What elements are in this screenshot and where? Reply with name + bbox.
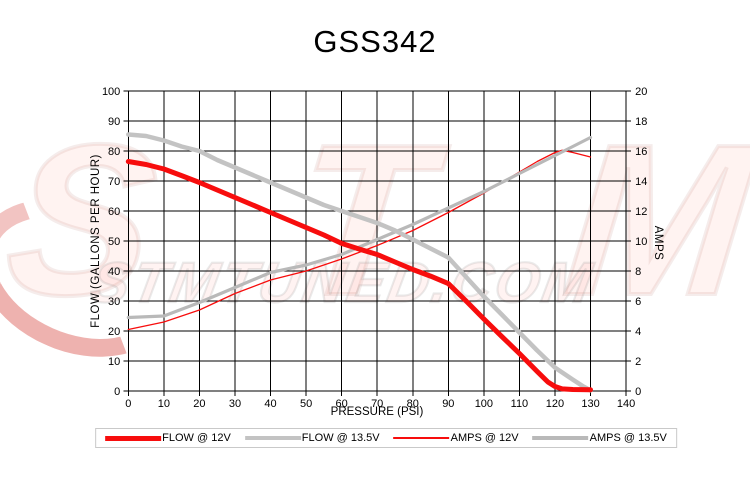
- x-tick-label: 130: [581, 398, 599, 410]
- legend-item-amps-13-5v: AMPS @ 13.5V: [532, 432, 667, 444]
- x-tick-label: 90: [442, 398, 454, 410]
- x-tick-label: 10: [158, 398, 170, 410]
- y-right-tick-label: 6: [635, 296, 641, 308]
- x-tick-label: 20: [193, 398, 205, 410]
- series-lines-layer: [125, 132, 593, 393]
- series-line-0: [125, 159, 593, 393]
- x-tick-label: 120: [546, 398, 564, 410]
- legend-line-swatch: [393, 437, 450, 439]
- tick-labels-layer: 0 10 20 30 40 50 60 70 80 90 100 110 120 130 140010203…: [102, 86, 647, 410]
- y-axis-title-right: AMPS: [652, 225, 664, 261]
- y-left-tick-label: 50: [108, 236, 120, 248]
- y-left-tick-label: 70: [108, 176, 120, 188]
- y-left-tick-label: 10: [108, 356, 120, 368]
- legend-item-flow-12v: FLOW @ 12V: [105, 432, 231, 444]
- chart-title: GSS342: [313, 24, 437, 59]
- x-axis-title: PRESSURE (PSI): [330, 406, 424, 418]
- y-right-tick-label: 18: [635, 116, 647, 128]
- legend-line-swatch: [244, 435, 301, 441]
- tick-marks-layer: [123, 90, 632, 396]
- y-left-tick-label: 40: [108, 266, 120, 278]
- y-right-tick-label: 10: [635, 236, 647, 248]
- x-tick-label: 100: [475, 398, 493, 410]
- x-tick-label: 110: [511, 398, 529, 410]
- y-left-tick-label: 20: [108, 326, 120, 338]
- x-tick-label: 40: [264, 398, 276, 410]
- y-right-tick-label: 2: [635, 356, 641, 368]
- y-right-tick-label: 8: [635, 266, 641, 278]
- y-right-tick-label: 4: [635, 326, 641, 338]
- legend-item-amps-12v: AMPS @ 12V: [393, 432, 519, 444]
- y-right-tick-label: 0: [635, 386, 641, 398]
- series-line-1: [126, 132, 593, 393]
- y-left-tick-label: 30: [108, 296, 120, 308]
- y-left-tick-label: 60: [108, 206, 120, 218]
- x-tick-label: 60: [336, 398, 348, 410]
- legend-label: FLOW @ 13.5V: [301, 432, 380, 444]
- y-axis-title-left: FLOW (GALLONS PER HOUR): [90, 154, 102, 328]
- legend-line-swatch: [105, 435, 162, 441]
- y-left-tick-label: 100: [102, 86, 120, 98]
- x-tick-label: 80: [407, 398, 419, 410]
- y-right-tick-label: 16: [635, 146, 647, 158]
- y-right-tick-label: 20: [635, 86, 647, 98]
- x-tick-label: 0: [125, 398, 131, 410]
- x-tick-label: 30: [229, 398, 241, 410]
- x-tick-label: 140: [617, 398, 635, 410]
- series-line-2: [127, 149, 592, 331]
- y-right-tick-label: 14: [635, 176, 647, 188]
- legend-label: AMPS @ 13.5V: [589, 432, 667, 444]
- legend-item-flow-13-5v: FLOW @ 13.5V: [244, 432, 380, 444]
- x-tick-label: 70: [371, 398, 383, 410]
- legend-label: FLOW @ 12V: [162, 432, 231, 444]
- y-right-tick-label: 12: [635, 206, 647, 218]
- legend-line-swatch: [532, 436, 589, 440]
- y-left-tick-label: 0: [114, 386, 120, 398]
- legend: FLOW @ 12V FLOW @ 13.5V AMPS @ 12V AMPS …: [95, 428, 677, 448]
- legend-label: AMPS @ 12V: [450, 432, 519, 444]
- series-line-3: [126, 135, 593, 320]
- x-tick-label: 50: [300, 398, 312, 410]
- y-left-tick-label: 90: [108, 116, 120, 128]
- grid-layer: [127, 90, 627, 392]
- y-left-tick-label: 80: [108, 146, 120, 158]
